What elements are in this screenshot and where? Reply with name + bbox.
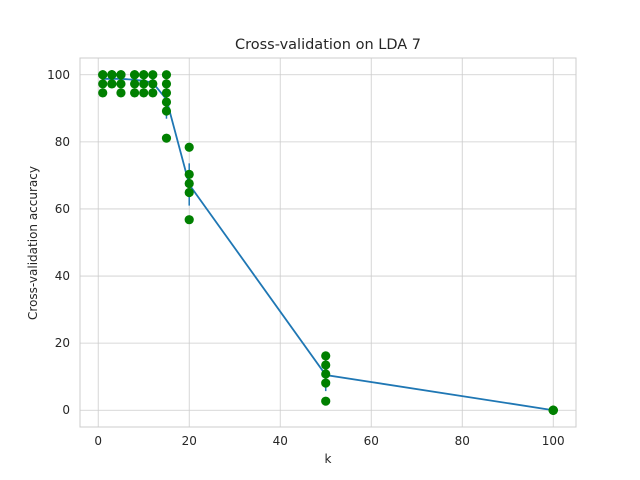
- data-point: [107, 79, 117, 89]
- y-tick-labels: 0 20 40 60 80 100: [47, 68, 70, 417]
- y-tick-label: 40: [55, 269, 70, 283]
- data-point: [161, 106, 172, 116]
- y-tick-label: 20: [55, 336, 70, 350]
- y-tick-label: 60: [55, 202, 70, 216]
- y-tick-label: 80: [55, 135, 70, 149]
- x-tick-label: 100: [542, 434, 565, 448]
- data-point: [184, 169, 194, 180]
- data-point: [98, 88, 108, 98]
- data-point: [321, 351, 331, 361]
- data-point: [130, 88, 140, 98]
- data-point: [161, 70, 172, 80]
- data-point: [161, 88, 172, 98]
- series-line: [102, 77, 554, 412]
- y-tick-label: 0: [62, 403, 70, 417]
- x-tick-label: 0: [94, 434, 102, 448]
- data-point: [107, 70, 117, 80]
- y-axis-label: Cross-validation accuracy: [26, 166, 40, 320]
- data-point: [148, 88, 158, 98]
- x-axis-label: k: [325, 452, 332, 466]
- plot-frame: [79, 57, 577, 428]
- data-point: [184, 187, 194, 198]
- data-point: [321, 360, 331, 370]
- data-point: [321, 378, 331, 388]
- x-tick-label: 20: [182, 434, 197, 448]
- data-point: [139, 88, 149, 98]
- data-point: [321, 396, 331, 406]
- data-point: [184, 215, 194, 225]
- data-point: [161, 133, 172, 143]
- data-point: [161, 79, 172, 89]
- grid: [80, 58, 576, 427]
- x-tick-label: 80: [455, 434, 470, 448]
- data-point: [98, 79, 108, 89]
- data-point: [548, 405, 558, 415]
- data-point: [139, 79, 149, 89]
- y-tick-label: 100: [47, 68, 70, 82]
- data-point: [184, 142, 194, 152]
- chart-title: Cross-validation on LDA 7: [235, 37, 421, 53]
- x-tick-label: 40: [273, 434, 288, 448]
- x-tick-labels: 0 20 40 60 80 100: [94, 434, 564, 448]
- data-point: [130, 79, 140, 89]
- data-point: [116, 88, 126, 98]
- data-point: [98, 70, 108, 80]
- data-point: [116, 79, 126, 89]
- data-point: [161, 97, 172, 107]
- data-point: [148, 79, 158, 89]
- data-point: [148, 70, 158, 80]
- data-point: [130, 70, 140, 80]
- data-point: [116, 70, 126, 80]
- data-point: [184, 178, 194, 189]
- x-tick-label: 60: [364, 434, 379, 448]
- data-point: [321, 369, 331, 379]
- data-point: [139, 70, 149, 80]
- series-lines: [102, 77, 554, 412]
- scatter-points: [98, 70, 558, 415]
